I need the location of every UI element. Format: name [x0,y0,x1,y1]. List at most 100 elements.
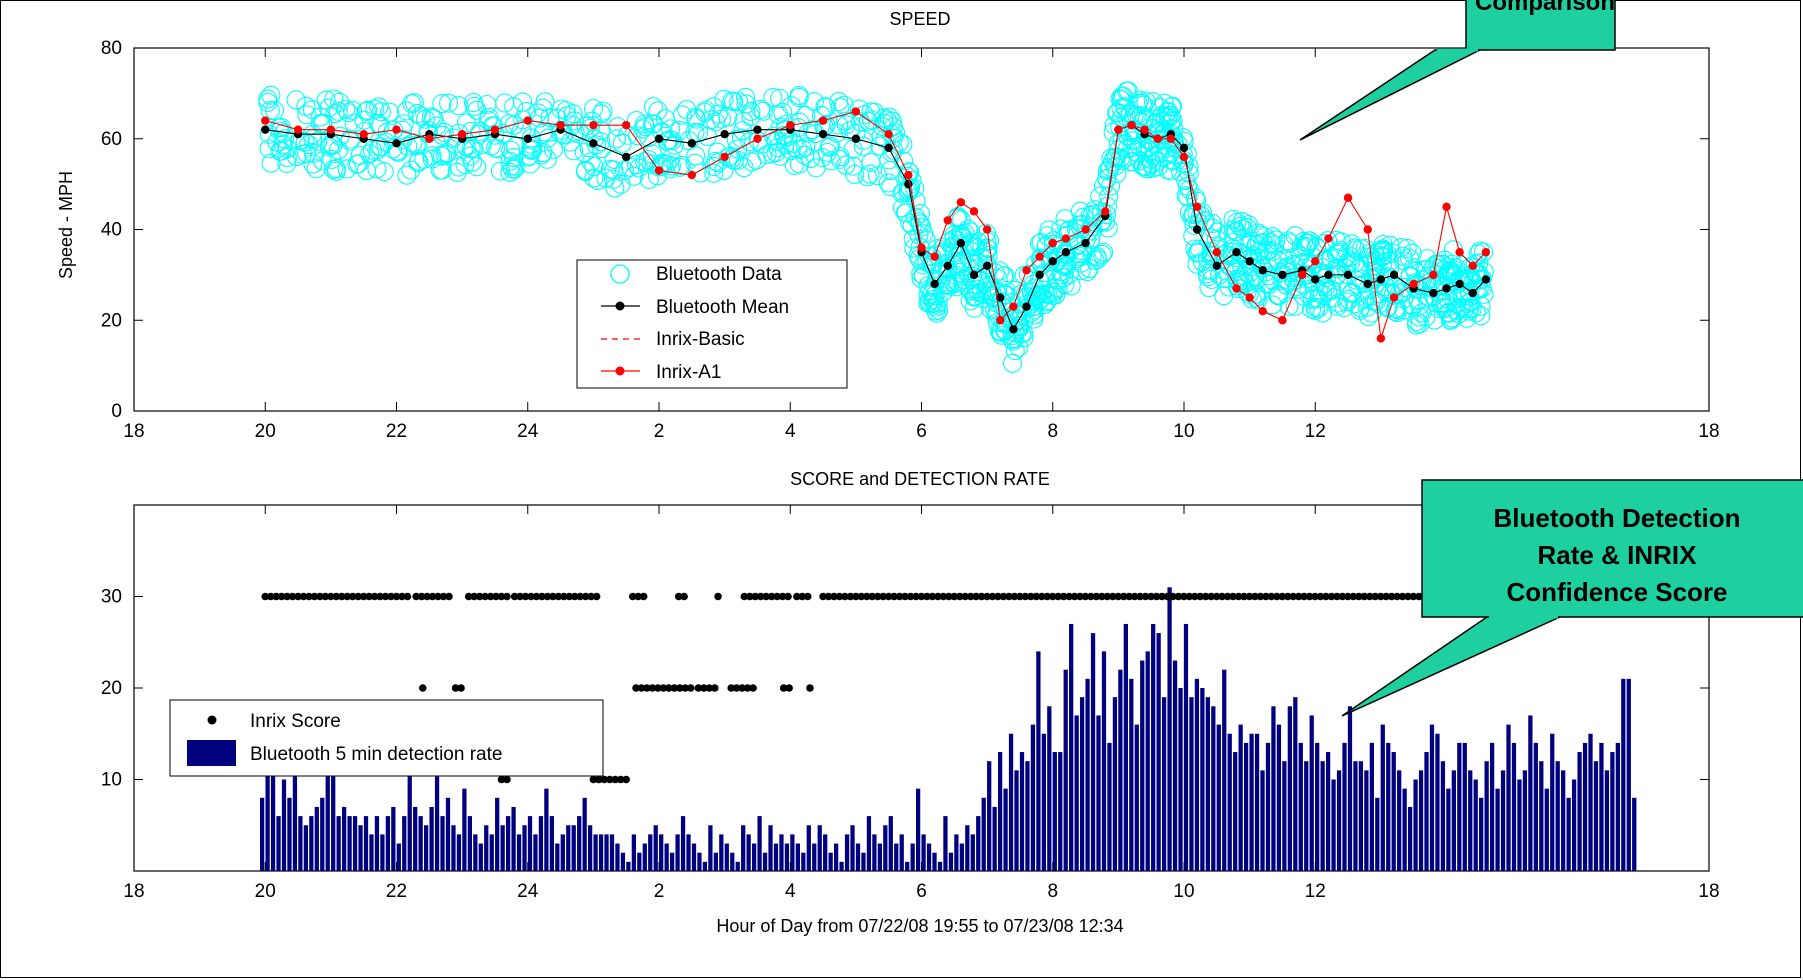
detection-rate-bar [1178,688,1183,871]
inrix-a1-point [884,130,893,139]
inrix-score-point [565,592,574,601]
inrix-score-point [1365,592,1374,601]
bluetooth-data-point [1466,303,1486,323]
x-tick-label: 8 [1047,881,1058,902]
inrix-score-point [1010,592,1019,601]
inrix-score-point [560,592,568,601]
inrix-score-point [1081,592,1090,601]
detection-rate-bar [1112,697,1118,871]
bluetooth-data-point [829,92,849,112]
bluetooth-data-point [1257,274,1277,294]
bluetooth-data-point [347,154,367,174]
detection-rate-bar [385,816,390,871]
inrix-a1-point [943,216,952,225]
detection-rate-bar [850,825,855,871]
bluetooth-data-point [1149,157,1169,177]
bluetooth-mean-point [1192,225,1202,234]
inrix-score-point [977,592,986,601]
inrix-score-point [503,592,511,601]
bluetooth-mean-point [956,238,966,248]
detection-rate-bar [1287,706,1292,871]
detection-rate-bar [281,779,287,871]
detection-rate-bar [484,825,489,871]
inrix-score-point [464,592,473,601]
bluetooth-data-point [735,87,756,107]
inrix-score-point [418,684,427,692]
inrix-score-point [1229,592,1237,601]
detection-rate-bar [270,742,276,871]
inrix-a1-point [1048,238,1057,248]
inrix-score-point [674,592,683,601]
detection-rate-bar [500,825,505,871]
bluetooth-data-point [1061,276,1081,296]
inrix-score-point [1125,592,1133,601]
detection-rate-bars [260,587,1637,871]
x-tick-label: 22 [386,421,407,442]
bluetooth-data-point [696,100,716,120]
bluetooth-data-point [951,210,971,230]
detection-rate-bar [642,843,647,871]
bluetooth-data-point [259,124,279,144]
bluetooth-data-point [504,147,524,168]
inrix-score-point [337,592,346,601]
detection-rate-bar [768,825,773,871]
bluetooth-data-point [724,92,744,112]
bluetooth-data-point [434,122,454,142]
detection-rate-bar [582,797,587,871]
detection-rate-bar [287,797,292,871]
bluetooth-data-point [295,132,315,152]
inrix-score-point [605,775,614,784]
bluetooth-data-point [324,159,344,179]
inrix-a1-point [1324,234,1333,243]
bluetooth-data-point [356,160,376,181]
bluetooth-data-point [944,229,964,249]
detection-rate-bar [823,834,828,871]
inrix-score-point [1294,592,1303,601]
detection-rate-bar [516,834,522,871]
bluetooth-data-point [1134,95,1154,115]
inrix-a1-point [1153,134,1162,143]
x-tick-label: 8 [1047,421,1058,442]
inrix-score-point [1234,592,1243,601]
bluetooth-data-point [872,117,892,137]
bluetooth-data-point [770,146,790,166]
bluetooth-data-point [1077,261,1097,282]
bluetooth-data-point [1098,218,1118,238]
bluetooth-data-point [1232,212,1252,232]
bluetooth-data-point [337,159,357,179]
bluetooth-mean-point [1081,238,1090,248]
inrix-a1-point [1442,202,1451,212]
bluetooth-data-point [1055,209,1075,229]
bluetooth-data-point [627,126,648,146]
bluetooth-data-point [892,198,912,218]
detection-rate-bar [910,843,915,871]
inrix-score-point [999,592,1008,601]
detection-rate-bar [587,825,593,871]
detection-rate-bar [1025,761,1030,871]
speed-plot-area [133,47,1710,412]
inrix-score-point [714,592,722,601]
bluetooth-data-point [1284,270,1304,290]
bluetooth-data-point [670,157,690,177]
bluetooth-data-point [1051,219,1071,239]
bluetooth-data-point [893,151,914,171]
inrix-score-point [1333,592,1341,601]
bluetooth-data-point [501,156,521,176]
detection-rate-bar [598,834,604,871]
detection-rate-bar [544,788,549,871]
detection-rate-bar [954,834,959,871]
inrix-a1-point [589,120,598,130]
detection-rate-bar [976,816,981,871]
inrix-score-point [1382,592,1390,601]
inrix-score-point [961,592,969,601]
detection-rate-bar [1140,660,1145,871]
detection-rate-bar [1424,752,1429,871]
detection-rate-bar [888,816,893,871]
detection-rate-bar [549,816,554,871]
detection-rate-bar [440,816,445,871]
inrix-a1-point [969,207,979,216]
bluetooth-data-point [661,119,681,139]
bluetooth-data-point [432,94,452,114]
bluetooth-mean-point [1061,247,1071,257]
detection-rate-bar [358,825,363,871]
